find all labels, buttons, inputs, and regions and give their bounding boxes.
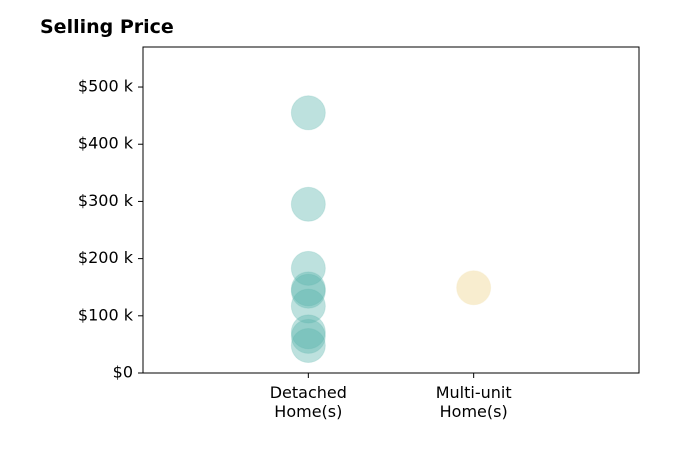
x-tick-label-0: Detached Home(s) — [270, 383, 347, 421]
data-point-s0-3 — [290, 271, 326, 307]
data-point-s0-7 — [290, 318, 326, 354]
x-tick-label-1: Multi-unit Home(s) — [436, 383, 512, 421]
data-point-s0-8 — [290, 328, 326, 364]
data-point-s0-5 — [290, 288, 326, 324]
y-tick-label-3: $300 k — [78, 191, 134, 210]
data-point-s1-0 — [456, 270, 492, 306]
y-axis: $0 $100 k $200 k $300 k $400 k $500 k — [78, 77, 143, 382]
y-tick-label-2: $200 k — [78, 248, 134, 267]
data-point-s0-1 — [290, 186, 326, 222]
data-point-s0-4 — [290, 273, 326, 309]
chart-title: Selling Price — [40, 16, 174, 38]
marks-layer — [290, 95, 492, 364]
data-point-s0-2 — [290, 250, 326, 286]
y-tick-label-5: $500 k — [78, 77, 134, 96]
y-tick-label-1: $100 k — [78, 305, 134, 324]
data-point-s0-0 — [290, 95, 326, 131]
y-tick-label-0: $0 — [113, 363, 133, 382]
plot-frame — [142, 46, 640, 374]
x-axis: Detached Home(s) Multi-unit Home(s) — [270, 373, 512, 421]
data-point-s0-6 — [290, 314, 326, 350]
y-tick-label-4: $400 k — [78, 134, 134, 153]
